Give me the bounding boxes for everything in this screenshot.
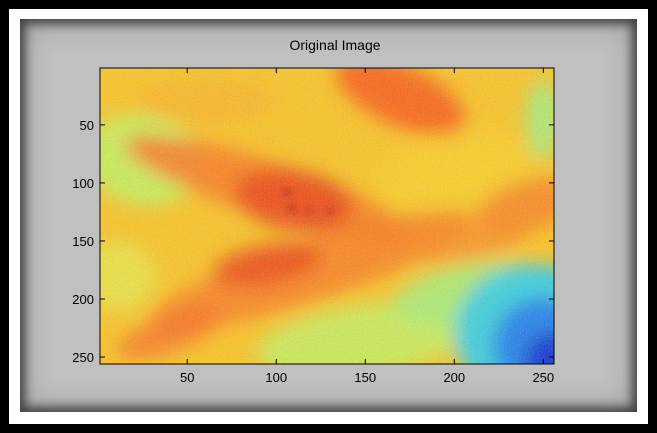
x-tick-label: 150 xyxy=(354,370,376,385)
x-tick-label: 250 xyxy=(532,370,554,385)
y-tick-label: 150 xyxy=(72,234,94,249)
y-tick-label: 200 xyxy=(72,292,94,307)
y-tick-label: 50 xyxy=(80,118,94,133)
chart-title: Original Image xyxy=(289,37,381,53)
figure-window: Original Image 50 100 150 200 250 50 100 150 200… xyxy=(20,19,637,412)
plot-area: 50 100 150 200 250 50 100 150 200 250 xyxy=(72,67,555,385)
x-tick-label: 50 xyxy=(180,370,194,385)
heatmap-grain xyxy=(100,68,554,364)
y-tick-label: 250 xyxy=(72,350,94,365)
axes: 50 100 150 200 250 50 100 150 200 250 xyxy=(72,67,555,385)
x-tick-label: 100 xyxy=(265,370,287,385)
heatmap-image xyxy=(100,68,554,364)
x-tick-label: 200 xyxy=(443,370,465,385)
axes-box xyxy=(99,67,555,365)
y-tick-label: 100 xyxy=(72,176,94,191)
